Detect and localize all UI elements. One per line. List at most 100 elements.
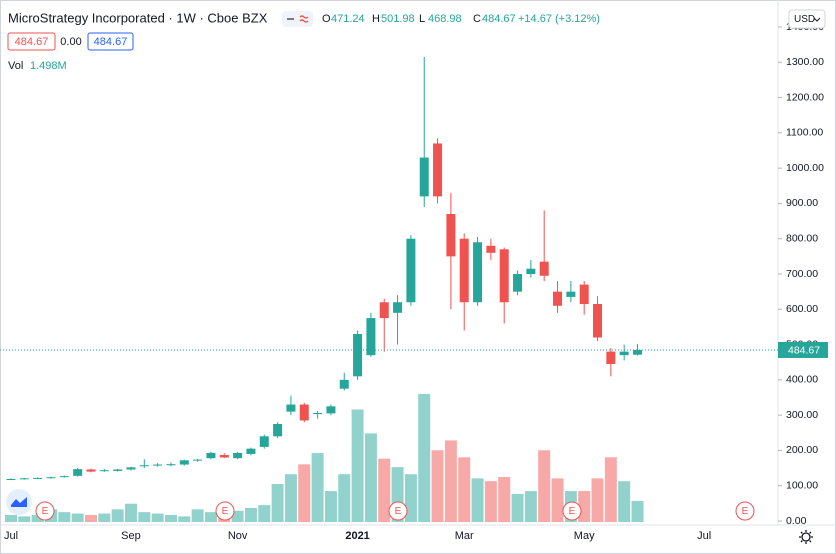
candle-body — [179, 460, 189, 465]
volume-bar — [18, 516, 31, 522]
plot-area: 0.00100.00200.00300.00400.00500.00600.00… — [0, 21, 828, 542]
toggle-pill[interactable] — [282, 11, 313, 27]
candle-body — [46, 477, 56, 479]
earnings-marker[interactable] — [562, 501, 582, 521]
volume-bar — [84, 514, 97, 522]
y-tick-label: 1300.00 — [786, 56, 824, 68]
volume-bar — [578, 491, 591, 522]
candle-body — [19, 478, 29, 480]
spread: 0.00 — [60, 36, 81, 48]
earnings-label: E — [742, 506, 749, 517]
y-tick-label: 1200.00 — [786, 91, 824, 103]
ask-price: 484.67 — [94, 36, 128, 48]
x-tick-label: Nov — [228, 530, 248, 542]
candle-body — [273, 423, 283, 437]
last-price-label: 484.67 — [788, 344, 820, 356]
volume-bar — [71, 513, 84, 522]
volume-bar — [591, 478, 604, 522]
candle-body — [299, 404, 309, 421]
earnings-marker[interactable] — [215, 501, 235, 521]
candle-body — [499, 249, 509, 303]
volume-bar — [231, 510, 244, 522]
candle-body — [339, 379, 349, 389]
volume-bar — [311, 453, 324, 522]
volume-bar — [471, 478, 484, 522]
volume-bar — [271, 484, 284, 522]
candle-body — [393, 302, 403, 313]
candle-body — [326, 406, 336, 414]
logo-mark — [11, 497, 27, 507]
volume-bar — [124, 503, 137, 522]
y-tick-label: 1000.00 — [786, 162, 824, 174]
candle-body — [459, 238, 469, 303]
ohlc-key: L — [419, 13, 425, 25]
candle-body — [446, 214, 456, 257]
volume-bar — [98, 513, 111, 522]
earnings-marker[interactable] — [388, 501, 408, 521]
volume-bar — [418, 394, 431, 522]
volume-bar — [204, 512, 217, 522]
candle-body — [619, 351, 629, 356]
ohlc-value: 468.98 — [428, 13, 462, 25]
candle-body — [219, 455, 229, 458]
volume-bar — [484, 481, 497, 522]
earnings-label: E — [569, 506, 576, 517]
y-tick-label: 0.00 — [786, 515, 807, 527]
earnings-marker[interactable] — [735, 501, 755, 521]
ask-box[interactable] — [87, 32, 134, 51]
candle-body — [379, 302, 389, 319]
y-tick-label: 300.00 — [786, 409, 818, 421]
x-tick-label: Sep — [121, 530, 141, 542]
volume-bar — [244, 507, 257, 522]
candle-body — [593, 303, 603, 338]
candle-body — [166, 464, 176, 466]
candle-body — [59, 476, 69, 478]
y-tick-label: 100.00 — [786, 479, 818, 491]
candle-body — [86, 469, 96, 472]
volume-bar — [404, 474, 417, 522]
y-tick-label: 1100.00 — [786, 127, 823, 139]
bid-box[interactable] — [7, 32, 56, 51]
ohlc-key: H — [372, 13, 380, 25]
volume-label: Vol — [8, 60, 23, 72]
bid-price: 484.67 — [15, 36, 49, 48]
candle-body — [473, 242, 483, 303]
candle-body — [539, 261, 549, 276]
dropdown-arrow — [813, 17, 821, 22]
volume-bar — [604, 457, 617, 522]
y-tick-label: 600.00 — [786, 303, 818, 315]
x-tick-label: Jul — [4, 530, 18, 542]
y-tick-label: 400.00 — [786, 374, 818, 386]
candle-body — [233, 452, 243, 459]
gear-teeth — [799, 530, 813, 544]
volume-bar — [178, 516, 191, 522]
candle-body — [406, 238, 416, 303]
candle-body — [419, 157, 429, 197]
volume-bar — [378, 458, 391, 522]
y-tick-label: 200.00 — [786, 444, 818, 456]
candle-body — [433, 143, 443, 197]
candle-body — [606, 351, 616, 364]
volume-bar — [191, 509, 204, 522]
earnings-label: E — [395, 506, 402, 517]
volume-bar — [111, 509, 124, 522]
y-tick-label: 800.00 — [786, 232, 818, 244]
candle-body — [99, 470, 109, 472]
candle-body — [73, 469, 83, 476]
candle-body — [513, 274, 523, 292]
currency-button[interactable] — [788, 9, 826, 29]
settings-icon[interactable] — [799, 530, 813, 544]
candle-body — [259, 436, 269, 447]
volume-bar — [511, 493, 524, 522]
candle-body — [33, 477, 43, 479]
candle-body — [206, 452, 216, 459]
earnings-marker[interactable] — [35, 501, 55, 521]
volume-bar — [444, 440, 457, 522]
candle-body — [113, 469, 123, 471]
volume-bar — [551, 478, 564, 522]
currency: USD — [794, 14, 815, 25]
volume-bar — [364, 433, 377, 522]
candle-body — [246, 448, 256, 454]
